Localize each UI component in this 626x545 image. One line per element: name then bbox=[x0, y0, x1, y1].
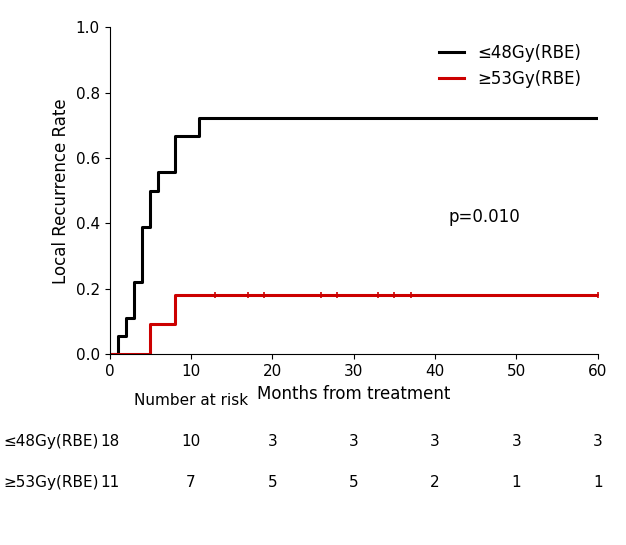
Text: p=0.010: p=0.010 bbox=[448, 208, 520, 226]
Text: 3: 3 bbox=[511, 434, 521, 449]
Text: 5: 5 bbox=[349, 475, 359, 490]
Text: 1: 1 bbox=[511, 475, 521, 490]
Text: ≥53Gy(RBE): ≥53Gy(RBE) bbox=[3, 475, 99, 490]
Text: ≤48Gy(RBE): ≤48Gy(RBE) bbox=[3, 434, 98, 449]
X-axis label: Months from treatment: Months from treatment bbox=[257, 385, 450, 403]
Text: 7: 7 bbox=[186, 475, 196, 490]
Text: 10: 10 bbox=[182, 434, 200, 449]
Text: 3: 3 bbox=[349, 434, 359, 449]
Text: 11: 11 bbox=[100, 475, 119, 490]
Text: 3: 3 bbox=[267, 434, 277, 449]
Text: 2: 2 bbox=[430, 475, 440, 490]
Text: 18: 18 bbox=[100, 434, 119, 449]
Text: 5: 5 bbox=[267, 475, 277, 490]
Text: 3: 3 bbox=[430, 434, 440, 449]
Y-axis label: Local Recurrence Rate: Local Recurrence Rate bbox=[52, 98, 70, 283]
Legend: ≤48Gy(RBE), ≥53Gy(RBE): ≤48Gy(RBE), ≥53Gy(RBE) bbox=[431, 35, 590, 96]
Text: 1: 1 bbox=[593, 475, 603, 490]
Text: Number at risk: Number at risk bbox=[134, 393, 248, 408]
Text: 3: 3 bbox=[593, 434, 603, 449]
